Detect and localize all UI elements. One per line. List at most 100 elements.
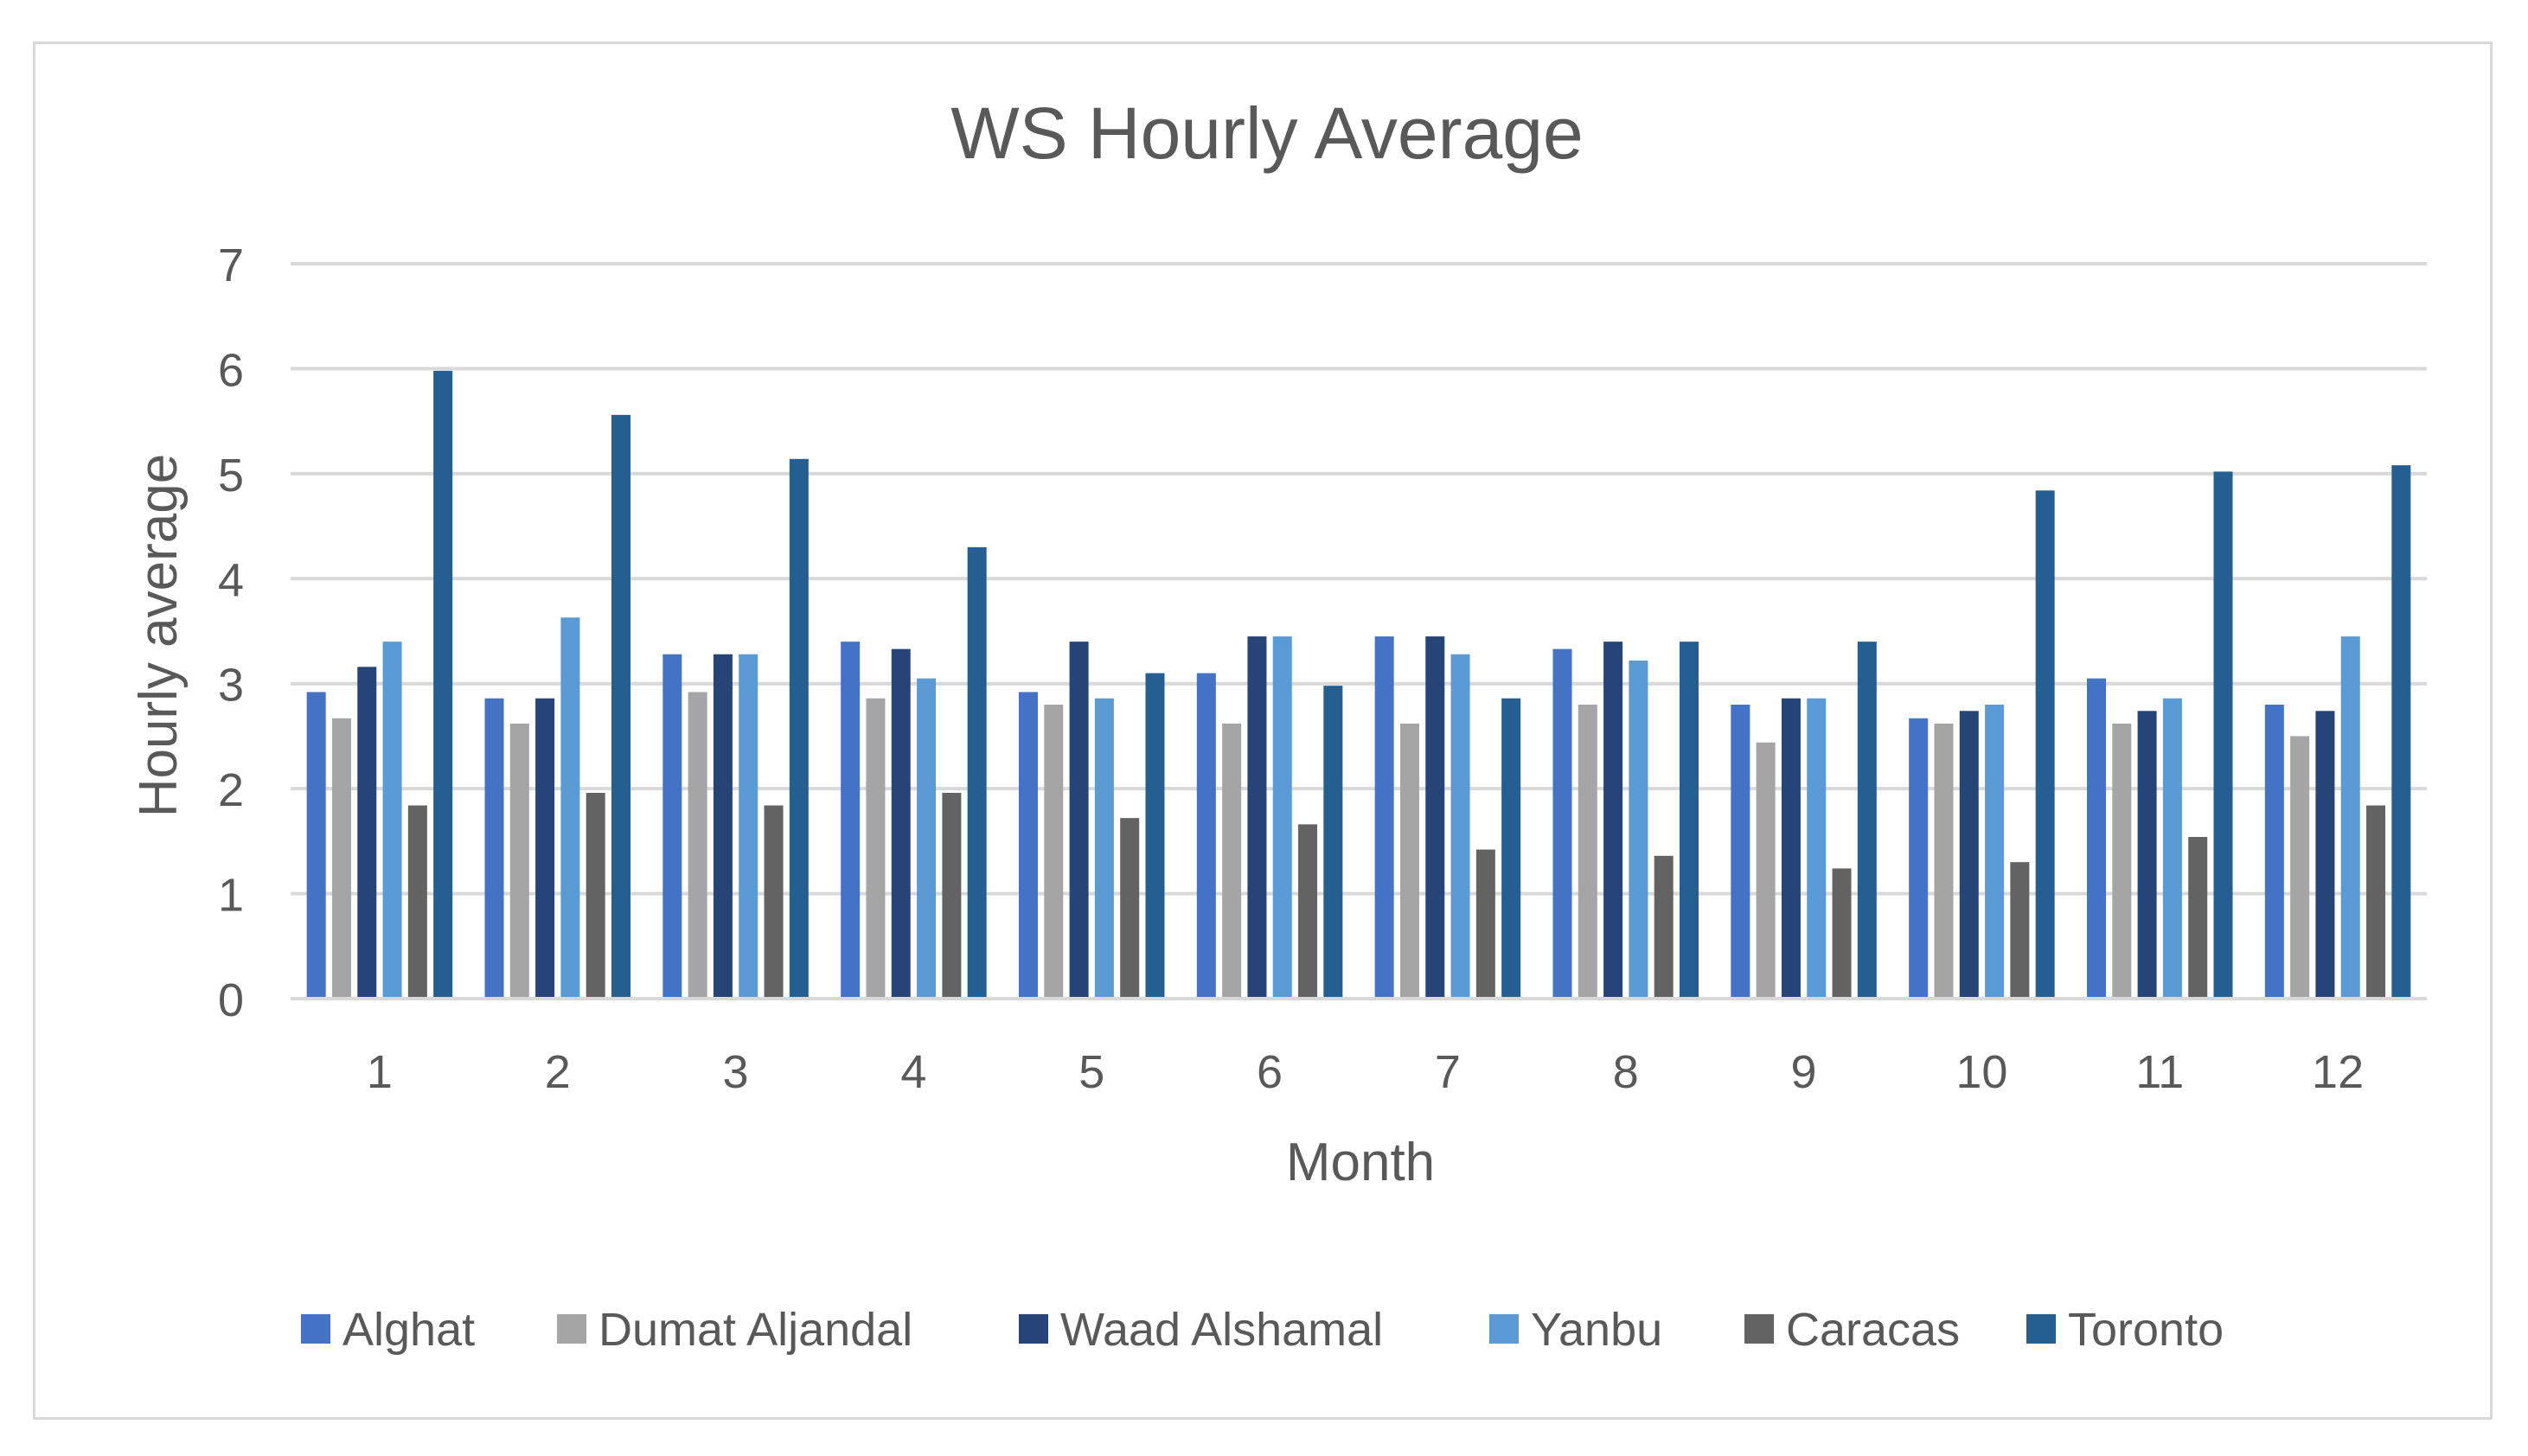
- bar-toronto: [2391, 465, 2411, 999]
- bar-caracas: [764, 805, 784, 999]
- bar-dumat-aljandal: [1044, 705, 1064, 999]
- bar-waad-alshamal: [2315, 711, 2335, 999]
- legend-swatch: [2026, 1314, 2056, 1344]
- bar-yanbu: [1807, 698, 1827, 999]
- bar-waad-alshamal: [1781, 698, 1801, 999]
- y-axis-title: Hourly average: [129, 454, 189, 817]
- bar-alghat: [1374, 636, 1394, 999]
- bar-waad-alshamal: [535, 698, 555, 999]
- bar-caracas: [2188, 837, 2208, 999]
- x-tick-label: 5: [1078, 1046, 1104, 1098]
- bar-alghat: [484, 698, 504, 999]
- bar-waad-alshamal: [1959, 711, 1979, 999]
- bar-alghat: [306, 692, 326, 999]
- bar-toronto: [1501, 698, 1521, 999]
- bar-dumat-aljandal: [2112, 723, 2132, 999]
- bar-dumat-aljandal: [866, 698, 886, 999]
- x-tick-label: 6: [1257, 1046, 1283, 1098]
- x-tick-label: 4: [900, 1046, 926, 1098]
- legend-label: Dumat Aljandal: [598, 1304, 912, 1356]
- bar-waad-alshamal: [891, 648, 911, 999]
- bar-waad-alshamal: [357, 667, 377, 999]
- bar-toronto: [611, 414, 630, 999]
- bar-alghat: [1909, 718, 1929, 999]
- bar-toronto: [1323, 686, 1343, 999]
- bar-yanbu: [1450, 654, 1470, 999]
- y-tick-label: 1: [218, 870, 244, 922]
- bar-yanbu: [2340, 636, 2360, 999]
- bar-caracas: [1120, 818, 1140, 999]
- bar-alghat: [1196, 673, 1216, 999]
- bar-caracas: [1298, 824, 1318, 999]
- bar-toronto: [967, 546, 987, 999]
- bar-waad-alshamal: [713, 654, 733, 999]
- legend-label: Yanbu: [1531, 1304, 1662, 1356]
- bar-toronto: [1857, 642, 1877, 999]
- bar-dumat-aljandal: [509, 723, 529, 999]
- bar-alghat: [662, 654, 682, 999]
- legend-label: Waad Alshamal: [1060, 1304, 1383, 1356]
- x-tick-label: 8: [1613, 1046, 1639, 1098]
- legend-swatch: [557, 1314, 586, 1344]
- y-tick-label: 6: [218, 344, 244, 396]
- x-tick-label: 2: [545, 1046, 571, 1098]
- bar-dumat-aljandal: [688, 692, 707, 999]
- bar-caracas: [1475, 849, 1495, 999]
- bar-caracas: [2366, 805, 2386, 999]
- x-axis-ticks: 1 2 3 4 5 6 7 8 9 10 11 12: [367, 1046, 2364, 1098]
- bar-yanbu: [739, 654, 758, 999]
- gridlines: [291, 262, 2427, 896]
- bar-yanbu: [382, 642, 402, 999]
- bars: [306, 370, 2411, 999]
- y-tick-label: 5: [218, 450, 244, 501]
- x-tick-label: 3: [723, 1046, 749, 1098]
- x-tick-label: 11: [2135, 1046, 2184, 1098]
- bar-toronto: [433, 370, 453, 999]
- legend: Alghat Dumat Aljandal Waad Alshamal Yanbu Ca…: [301, 1304, 2224, 1356]
- x-tick-label: 10: [1955, 1046, 2007, 1098]
- x-tick-label: 12: [2312, 1046, 2364, 1098]
- bar-alghat: [841, 642, 861, 999]
- y-tick-label: 2: [218, 764, 244, 816]
- x-tick-label: 1: [367, 1046, 393, 1098]
- legend-label: Toronto: [2068, 1304, 2224, 1356]
- bar-toronto: [789, 458, 809, 999]
- y-tick-label: 7: [218, 239, 244, 291]
- bar-yanbu: [560, 617, 580, 999]
- x-axis-title: Month: [1286, 1133, 1435, 1192]
- bar-dumat-aljandal: [1934, 723, 1954, 999]
- y-tick-label: 0: [218, 974, 244, 1026]
- bar-dumat-aljandal: [1222, 723, 1242, 999]
- bar-toronto: [1145, 673, 1165, 999]
- bar-alghat: [1731, 705, 1750, 999]
- legend-swatch: [1489, 1314, 1519, 1344]
- bar-dumat-aljandal: [2290, 736, 2310, 999]
- bar-caracas: [2010, 862, 2030, 999]
- bar-alghat: [2087, 678, 2106, 999]
- bar-alghat: [1019, 692, 1038, 999]
- bar-yanbu: [2162, 698, 2182, 999]
- y-tick-label: 3: [218, 660, 244, 712]
- legend-swatch: [301, 1314, 330, 1344]
- bar-toronto: [2213, 471, 2233, 999]
- y-tick-label: 4: [218, 554, 244, 606]
- bar-waad-alshamal: [1069, 642, 1089, 999]
- x-tick-label: 9: [1791, 1046, 1817, 1098]
- bar-caracas: [1654, 855, 1674, 999]
- bar-toronto: [2035, 490, 2055, 999]
- bar-waad-alshamal: [1425, 636, 1445, 999]
- bar-yanbu: [1629, 661, 1648, 999]
- bar-yanbu: [1985, 705, 2005, 999]
- legend-swatch: [1019, 1314, 1048, 1344]
- bar-caracas: [1832, 868, 1852, 999]
- bar-dumat-aljandal: [1756, 742, 1776, 999]
- legend-label: Caracas: [1786, 1304, 1960, 1356]
- bar-waad-alshamal: [1247, 636, 1267, 999]
- bar-dumat-aljandal: [1578, 705, 1597, 999]
- bar-yanbu: [917, 678, 937, 999]
- bar-caracas: [942, 793, 962, 999]
- chart-title: WS Hourly Average: [950, 93, 1583, 174]
- bar-waad-alshamal: [1603, 642, 1623, 999]
- bar-dumat-aljandal: [1399, 723, 1419, 999]
